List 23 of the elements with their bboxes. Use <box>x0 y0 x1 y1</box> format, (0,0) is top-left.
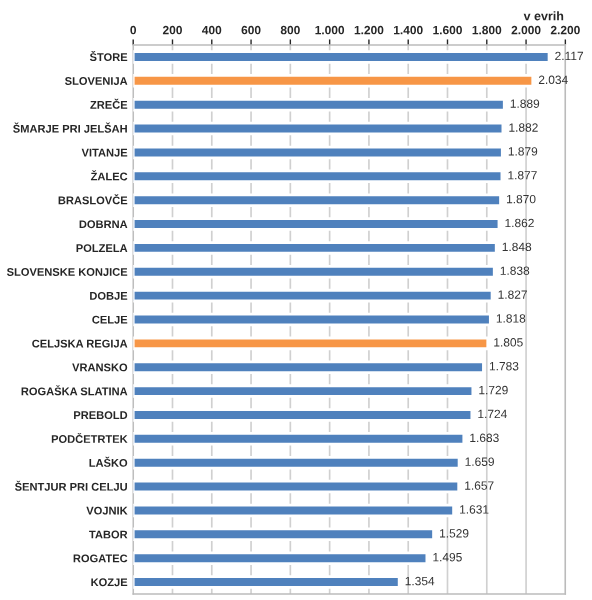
bar <box>133 217 501 231</box>
bar <box>133 384 475 398</box>
bar <box>133 193 502 207</box>
bar <box>133 288 494 303</box>
bar <box>133 455 461 470</box>
bar <box>133 74 535 88</box>
bar <box>133 479 461 494</box>
bar <box>133 241 498 255</box>
bar <box>133 575 401 589</box>
bar <box>133 551 429 565</box>
bar <box>133 503 455 518</box>
bar <box>133 312 492 327</box>
bar <box>133 408 474 422</box>
bar <box>133 432 466 446</box>
bar <box>133 527 435 542</box>
bar <box>133 336 490 351</box>
bar <box>133 50 551 64</box>
bar <box>133 360 485 374</box>
bar <box>133 121 505 136</box>
bar <box>133 97 506 112</box>
bar <box>133 145 504 160</box>
bar <box>133 169 504 184</box>
bar <box>133 265 496 279</box>
